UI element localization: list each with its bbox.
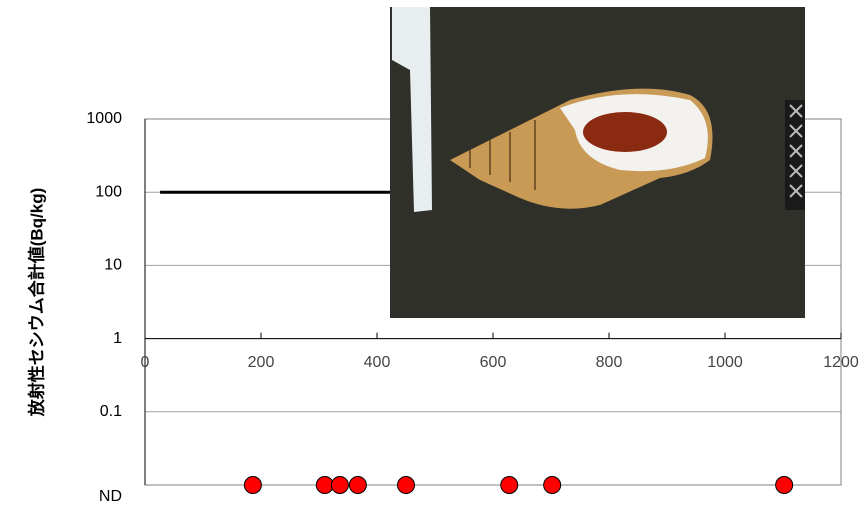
- y-tick-label: ND: [99, 488, 122, 505]
- data-point: [315, 476, 334, 494]
- data-point: [348, 476, 367, 494]
- photo: [390, 7, 805, 318]
- data-point: [243, 476, 262, 494]
- x-tick-label: 800: [596, 354, 623, 371]
- x-tick-label: 1200: [823, 354, 859, 371]
- y-tick-label: 0.1: [100, 403, 122, 420]
- y-tick-label: 1000: [86, 110, 122, 127]
- x-tick-label: 400: [364, 354, 391, 371]
- y-axis-label: 放射性セシウム合計値(Bq/kg): [26, 188, 46, 418]
- data-point: [500, 476, 519, 494]
- data-point: [543, 476, 562, 494]
- x-tick-label: 1000: [707, 354, 743, 371]
- plot-area: ND 0.1 1 10 100 1000 0 200 400 600 800 1000 1200: [86, 110, 858, 505]
- data-point: [397, 476, 415, 494]
- data-point: [775, 476, 794, 494]
- data-point: [330, 476, 349, 494]
- y-tick-label: 100: [95, 183, 122, 200]
- x-tick-label: 600: [480, 354, 507, 371]
- x-tick-label: 0: [141, 354, 150, 371]
- x-tick-label: 200: [248, 354, 275, 371]
- y-tick-label: 1: [113, 330, 122, 347]
- y-tick-label: 10: [104, 257, 122, 274]
